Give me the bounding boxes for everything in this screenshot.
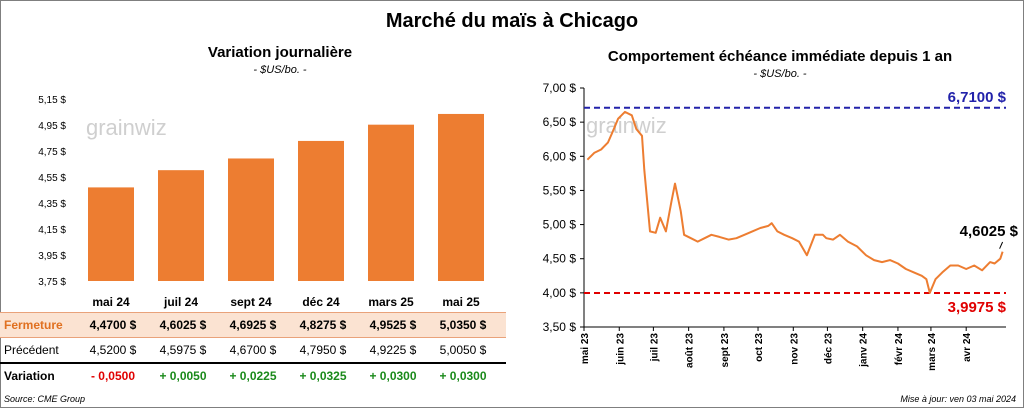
y-tick-label: 5,15 $	[38, 95, 66, 106]
x-tick-label: mai 24	[92, 295, 130, 309]
update-note: Mise à jour: ven 03 mai 2024	[900, 394, 1016, 404]
y-tick-label: 7,00 $	[543, 81, 577, 95]
price-line	[586, 110, 1004, 294]
x-tick-label: oct 23	[754, 333, 765, 362]
table-cell: 4,5200 $	[89, 343, 137, 357]
table-cell: 4,5975 $	[159, 343, 207, 357]
x-tick-label: avr 24	[962, 333, 973, 362]
y-tick-label: 4,00 $	[543, 286, 577, 300]
table-cell: 4,8275 $	[299, 318, 347, 332]
bar	[298, 140, 344, 281]
bar	[228, 158, 274, 281]
table-row-precedent: Précédent 4,5200 $ 4,5975 $ 4,6700 $ 4,7…	[0, 338, 506, 364]
table-cell: 4,6700 $	[229, 343, 277, 357]
bar	[158, 170, 204, 281]
bar	[438, 113, 484, 281]
y-tick-label: 4,50 $	[543, 252, 577, 266]
table-cell: 4,6925 $	[229, 318, 277, 332]
y-tick-label: 5,50 $	[543, 183, 577, 197]
table-cell: 4,9225 $	[369, 343, 417, 357]
line-chart-unit: - $US/bo. -	[753, 68, 807, 80]
x-tick-label: sept 23	[720, 333, 731, 368]
row-label: Précédent	[4, 343, 59, 357]
x-tick-label: juil 23	[649, 333, 660, 363]
table-cell: 4,7950 $	[299, 343, 347, 357]
line-chart-title: Comportement échéance immédiate depuis 1…	[607, 48, 953, 65]
variation-cell: - 0,0500	[90, 369, 136, 383]
table-cell: 4,4700 $	[89, 318, 137, 332]
source-note: Source: CME Group	[4, 394, 86, 404]
y-tick-label: 5,00 $	[543, 218, 577, 232]
row-label: Fermeture	[4, 318, 63, 332]
x-tick-label: déc 24	[302, 295, 340, 309]
y-tick-label: 6,50 $	[543, 115, 577, 129]
x-tick-label: nov 23	[789, 333, 800, 365]
x-tick-label: janv 24	[859, 333, 870, 368]
watermark: grainwiz	[86, 115, 167, 140]
y-tick-label: 3,95 $	[38, 251, 66, 262]
variation-cell: + 0,0300	[439, 369, 487, 383]
table-cell: 4,6025 $	[159, 318, 207, 332]
row-label: Variation	[4, 369, 55, 383]
y-tick-label: 4,35 $	[38, 199, 66, 210]
x-tick-label: févr 24	[894, 333, 905, 366]
y-tick-label: 4,15 $	[38, 225, 66, 236]
y-tick-label: 3,50 $	[543, 320, 577, 334]
x-tick-label: juin 23	[615, 333, 626, 366]
y-tick-label: 6,00 $	[543, 149, 577, 163]
x-tick-label: mai 25	[442, 295, 480, 309]
bar-chart-unit: - $US/bo. -	[253, 64, 307, 76]
table-cell: 4,9525 $	[369, 318, 417, 332]
table-row-variation: Variation - 0,0500 + 0,0050 + 0,0225 + 0…	[0, 364, 506, 388]
x-tick-label: août 23	[685, 333, 696, 368]
x-tick-label: mars 25	[368, 295, 414, 309]
x-tick-label: mars 24	[927, 333, 938, 371]
y-tick-label: 3,75 $	[38, 277, 66, 288]
x-tick-label: sept 24	[230, 295, 272, 309]
last-value-label: 4,6025 $	[960, 223, 1019, 240]
line-chart: grainwiz 3,50 $ 4,00 $ 4,50 $ 5,00 $ 5,50 $ 6…	[543, 81, 1019, 371]
table-row-fermeture: Fermeture 4,4700 $ 4,6025 $ 4,6925 $ 4,8…	[0, 312, 506, 338]
high-reference-label: 6,7100 $	[948, 89, 1007, 106]
variation-cell: + 0,0325	[299, 369, 347, 383]
table-cell: 5,0350 $	[439, 318, 487, 332]
bar	[88, 187, 134, 281]
x-tick-label: déc 23	[823, 333, 834, 365]
table-cell: 5,0050 $	[439, 343, 487, 357]
variation-cell: + 0,0300	[369, 369, 417, 383]
x-tick-label: juil 24	[163, 295, 198, 309]
variation-cell: + 0,0050	[159, 369, 207, 383]
low-reference-label: 3,9975 $	[948, 299, 1007, 316]
y-tick-label: 4,75 $	[38, 147, 66, 158]
bar-chart: grainwiz 3,75 $ 3,95 $ 4,15 $ 4,35 $ 4,55 $ 4…	[38, 95, 484, 309]
watermark: grainwiz	[586, 113, 667, 138]
variation-cell: + 0,0225	[229, 369, 277, 383]
last-value-leader	[999, 241, 1004, 249]
y-tick-label: 4,55 $	[38, 173, 66, 184]
x-tick-label: mai 23	[580, 333, 591, 365]
bar-chart-title: Variation journalière	[207, 44, 353, 61]
page-title: Marché du maïs à Chicago	[385, 10, 639, 32]
y-tick-label: 4,95 $	[38, 121, 66, 132]
bar	[368, 124, 414, 281]
